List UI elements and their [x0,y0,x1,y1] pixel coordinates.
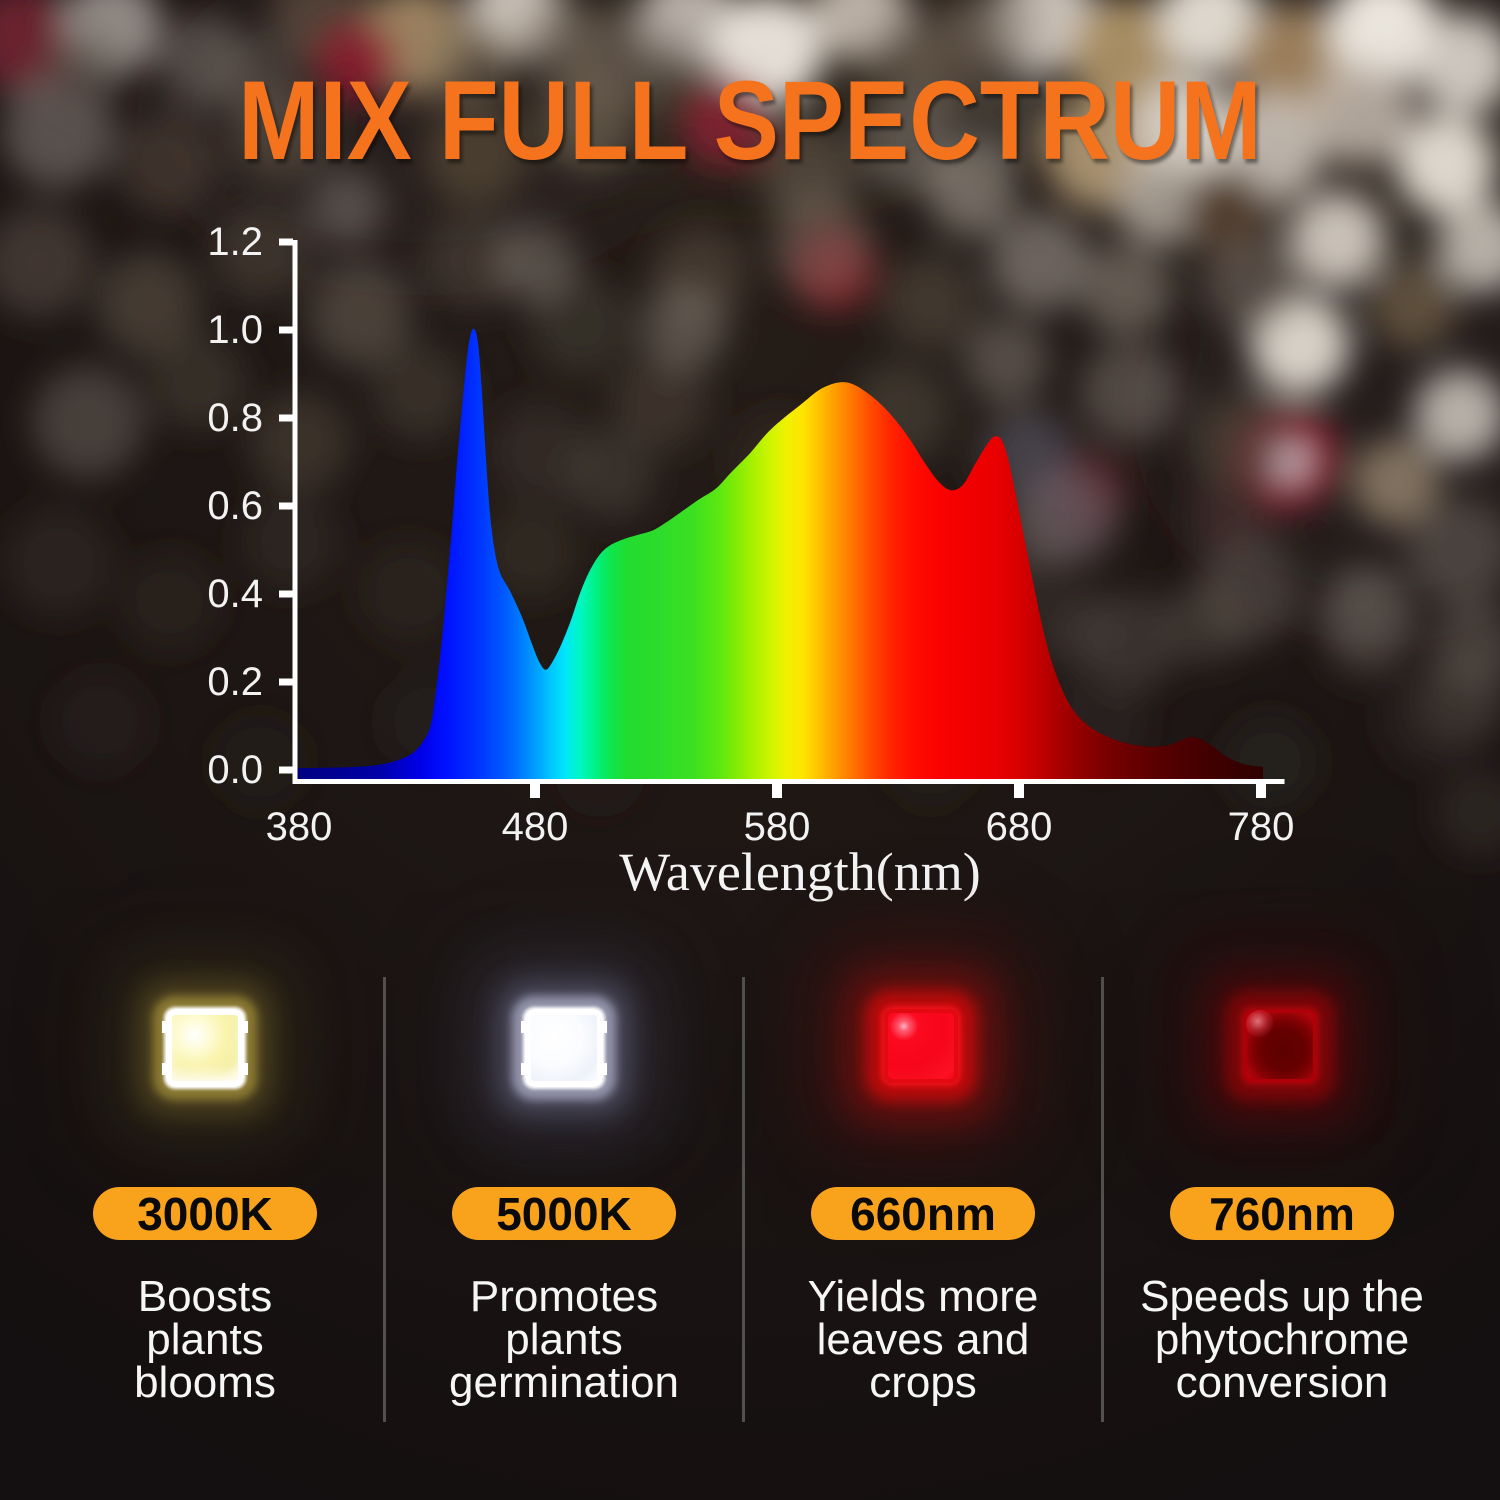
svg-text:1.2: 1.2 [207,220,263,264]
svg-text:0.0: 0.0 [207,748,263,792]
svg-text:1.0: 1.0 [207,308,263,352]
svg-text:480: 480 [502,805,569,849]
svg-text:780: 780 [1228,805,1295,849]
svg-text:380: 380 [266,805,333,849]
svg-text:0.8: 0.8 [207,396,263,440]
svg-text:Wavelength(nm): Wavelength(nm) [619,842,981,902]
svg-text:0.2: 0.2 [207,660,263,704]
svg-text:0.6: 0.6 [207,484,263,528]
svg-text:680: 680 [986,805,1053,849]
svg-text:580: 580 [744,805,811,849]
svg-text:0.4: 0.4 [207,572,263,616]
